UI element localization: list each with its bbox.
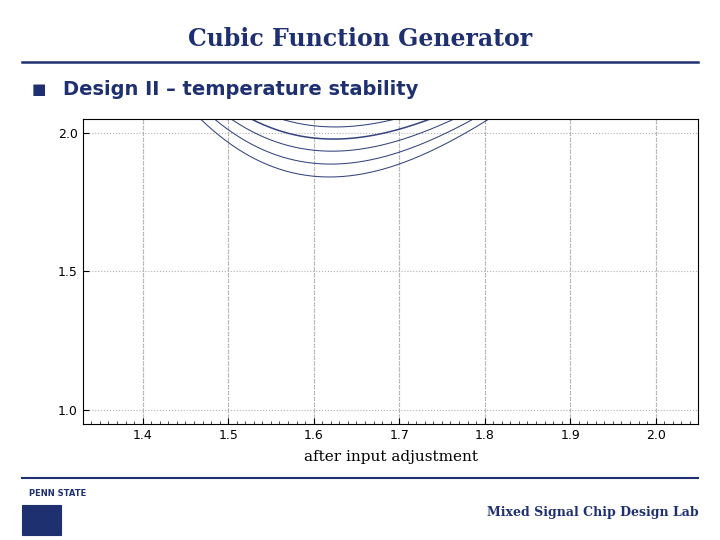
Text: Cubic Function Generator: Cubic Function Generator <box>188 27 532 51</box>
Text: Mixed Signal Chip Design Lab: Mixed Signal Chip Design Lab <box>487 505 698 518</box>
Bar <box>22 505 61 535</box>
Text: Design II – temperature stability: Design II – temperature stability <box>63 79 418 99</box>
X-axis label: after input adjustment: after input adjustment <box>304 450 477 464</box>
Text: PENN STATE: PENN STATE <box>29 489 86 498</box>
Text: ■: ■ <box>32 82 46 97</box>
